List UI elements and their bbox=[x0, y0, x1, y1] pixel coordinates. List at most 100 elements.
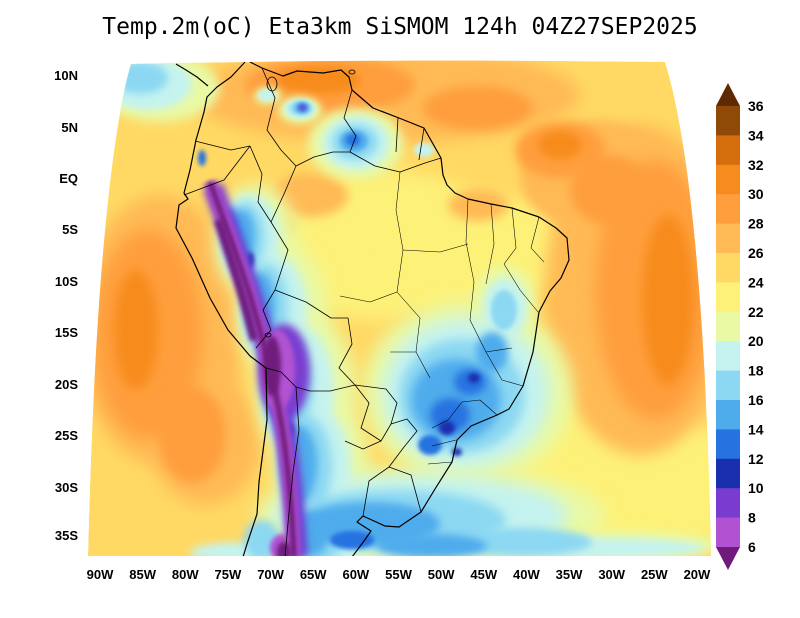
colorbar-cell-26-28 bbox=[716, 223, 740, 254]
lon-label-45W: 45W bbox=[470, 567, 497, 582]
field-shape-30-32 bbox=[642, 215, 694, 385]
lat-label-25S: 25S bbox=[55, 428, 78, 443]
field-shape-8-10 bbox=[300, 105, 306, 111]
colorbar-cell-34-36 bbox=[716, 106, 740, 136]
field-shape-28-30 bbox=[158, 387, 226, 483]
border-line bbox=[461, 399, 498, 416]
colorbar-tick-10: 10 bbox=[748, 480, 764, 496]
country-borders bbox=[183, 67, 442, 557]
lon-axis: 90W 85W 80W 75W 70W 65W 60W 55W 50W 45W 40W 35W 30W 2… bbox=[87, 567, 711, 582]
lon-label-35W: 35W bbox=[556, 567, 583, 582]
lon-label-90W: 90W bbox=[87, 567, 114, 582]
field-shape-30-32 bbox=[538, 131, 582, 159]
field-shape-14-16 bbox=[476, 332, 508, 372]
border-line bbox=[339, 291, 398, 303]
colorbar-cell-12-14 bbox=[716, 429, 740, 460]
field-shape-<6 bbox=[214, 218, 258, 341]
colorbar-tick-16: 16 bbox=[748, 392, 764, 408]
border-line bbox=[270, 165, 297, 223]
border-line bbox=[469, 281, 487, 353]
border-line bbox=[388, 418, 418, 468]
lat-label-5N: 5N bbox=[61, 120, 78, 135]
border-line bbox=[183, 145, 251, 196]
colorbar-tick-32: 32 bbox=[748, 157, 764, 173]
plot-title: Temp.2m(oC) Eta3km SiSMOM 124h 04Z27SEP2… bbox=[102, 14, 698, 40]
lon-label-85W: 85W bbox=[129, 567, 156, 582]
coastline-west bbox=[175, 61, 268, 557]
colorbar-tick-18: 18 bbox=[748, 363, 764, 379]
lat-label-30S: 30S bbox=[55, 480, 78, 495]
island-speck bbox=[98, 174, 102, 178]
field-shape-16-18 bbox=[112, 62, 168, 94]
colorbar-cell-32-34 bbox=[716, 135, 740, 166]
border-line bbox=[295, 384, 356, 392]
field-shape-30-32 bbox=[276, 66, 360, 94]
field-shape-28-30 bbox=[570, 155, 650, 225]
border-line bbox=[503, 207, 517, 265]
colorbar-tick-14: 14 bbox=[748, 421, 764, 437]
border-line bbox=[295, 151, 350, 167]
border-line bbox=[402, 243, 469, 253]
field-shape-12-14 bbox=[418, 435, 442, 455]
colorbar-tick-20: 20 bbox=[748, 333, 764, 349]
colorbar-tick-8: 8 bbox=[748, 510, 756, 526]
border-line bbox=[343, 89, 357, 153]
colorbar-cell-6-8 bbox=[716, 517, 740, 548]
colorbar-cell-10-12 bbox=[716, 458, 740, 489]
lat-label-5S: 5S bbox=[62, 222, 78, 237]
border-line bbox=[362, 466, 422, 517]
field-shape-10-12 bbox=[468, 373, 480, 383]
lon-label-80W: 80W bbox=[172, 567, 199, 582]
field-shape-16-18 bbox=[491, 290, 517, 330]
border-line bbox=[395, 171, 404, 293]
border-line bbox=[344, 440, 382, 450]
lon-label-55W: 55W bbox=[385, 567, 412, 582]
field-shape-12-14 bbox=[346, 134, 360, 146]
colorbar-tick-22: 22 bbox=[748, 304, 764, 320]
colorbar-tick-30: 30 bbox=[748, 186, 764, 202]
border-line bbox=[274, 289, 356, 386]
lon-label-25W: 25W bbox=[641, 567, 668, 582]
border-line bbox=[485, 347, 513, 353]
border-line bbox=[270, 221, 289, 291]
lon-label-20W: 20W bbox=[684, 567, 711, 582]
lon-label-40W: 40W bbox=[513, 567, 540, 582]
coastline-panama bbox=[175, 63, 209, 87]
colorbar-tick-12: 12 bbox=[748, 451, 764, 467]
field-shape-12-14 bbox=[198, 150, 206, 166]
field-shape-28-30 bbox=[423, 86, 533, 130]
colorbar-tick-36: 36 bbox=[748, 98, 764, 114]
island-speck bbox=[92, 179, 96, 183]
border-line bbox=[465, 198, 475, 283]
lon-label-70W: 70W bbox=[257, 567, 284, 582]
border-line bbox=[530, 216, 545, 263]
field-shape-10-12 bbox=[439, 421, 455, 435]
lon-label-30W: 30W bbox=[598, 567, 625, 582]
border-line bbox=[249, 145, 272, 223]
colorbar-tick-26: 26 bbox=[748, 245, 764, 261]
colorbar-arrow-top bbox=[716, 83, 740, 106]
border-line bbox=[396, 291, 431, 379]
field-shape-30-32 bbox=[114, 270, 158, 390]
border-line bbox=[418, 127, 425, 161]
field-shape-<6 bbox=[263, 336, 281, 396]
border-line bbox=[503, 263, 539, 313]
field-shape-18-20 bbox=[414, 143, 434, 157]
border-line bbox=[265, 367, 297, 388]
field-shape-<6 bbox=[277, 542, 291, 557]
colorbar-cell-22-24 bbox=[716, 282, 740, 313]
colorbar-arrow-bottom bbox=[716, 547, 740, 570]
colorbar-cell-28-30 bbox=[716, 194, 740, 225]
island-trinidad bbox=[348, 69, 356, 75]
colorbar-cell-18-20 bbox=[716, 341, 740, 372]
border-line bbox=[354, 384, 398, 442]
lon-label-65W: 65W bbox=[300, 567, 327, 582]
border-line bbox=[427, 461, 453, 465]
colorbar-tick-6: 6 bbox=[748, 539, 756, 555]
field-shape-26-28 bbox=[272, 173, 348, 217]
border-line bbox=[431, 439, 457, 447]
colorbar-cell-24-26 bbox=[716, 253, 740, 283]
colorbar-cell-14-16 bbox=[716, 400, 740, 430]
field-shape-12-14 bbox=[454, 369, 486, 395]
